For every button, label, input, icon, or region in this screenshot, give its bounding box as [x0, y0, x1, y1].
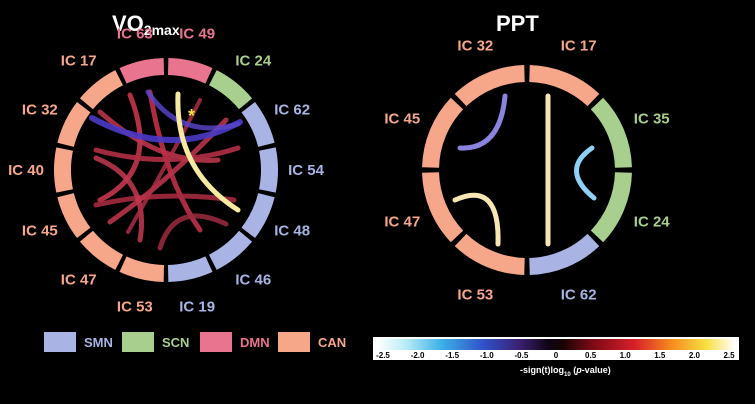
ring-segment — [209, 230, 253, 270]
ring-segment — [79, 70, 123, 110]
ring-segment — [241, 102, 275, 147]
colorbar-tick-label: 1.5 — [654, 351, 666, 360]
chord-dmn-5 — [93, 193, 237, 208]
ring-label: IC 49 — [179, 26, 215, 43]
ring-segment — [119, 58, 165, 84]
right-title: PPT — [496, 11, 539, 36]
ring-label: IC 54 — [288, 162, 325, 179]
ring-label: IC 62 — [561, 287, 597, 304]
ring-segment — [241, 193, 275, 238]
ring-label: IC 17 — [61, 53, 97, 70]
right-chords — [452, 93, 597, 247]
colorbar-tick-label: -2.5 — [376, 351, 390, 360]
chord-dmn-2 — [97, 92, 143, 203]
ring-segment — [529, 65, 600, 107]
ring-segment — [54, 147, 73, 193]
ring-label: IC 53 — [117, 298, 153, 315]
ring-label: IC 17 — [561, 37, 597, 54]
chord-dmn-7 — [93, 155, 145, 243]
chord-smn-2 — [145, 89, 241, 131]
ring-segment — [79, 230, 123, 270]
chord-right-4 — [452, 192, 501, 247]
ring-label: IC 47 — [61, 271, 97, 288]
ring-label: IC 45 — [384, 110, 420, 127]
chord-sig — [175, 91, 241, 213]
chord-dmn-9 — [126, 98, 202, 234]
colorbar-tick-label: 0 — [554, 351, 559, 360]
ring-segment — [422, 172, 464, 243]
colorbar-tick-label: -0.5 — [515, 351, 529, 360]
colorbar-tick-label: -1.0 — [480, 351, 494, 360]
colorbar-tick-label: 1.0 — [620, 351, 632, 360]
ring-label: IC 19 — [179, 298, 215, 315]
ring-label: IC 63 — [117, 26, 153, 43]
colorbar-tick-label: 0.5 — [585, 351, 597, 360]
ring-segment — [529, 233, 600, 275]
ring-segment — [119, 256, 165, 282]
colorbar-label: -sign(t)log10 (p-value) — [520, 365, 611, 378]
colorbar-tick-label: 2.5 — [723, 351, 735, 360]
ring-label: IC 48 — [274, 223, 310, 240]
ring-segment — [57, 102, 91, 147]
colorbar: -2.5 -2.0 -1.5 -1.0 -0.5 0 0.5 1.0 1.5 2.0 2.5 -si… — [373, 337, 739, 378]
chord-dmn-8 — [157, 213, 229, 251]
legend-swatch — [44, 332, 76, 352]
ring-segment — [454, 65, 525, 107]
significance-star: * — [188, 106, 195, 126]
chord-smn — [89, 115, 243, 144]
legend-swatch — [278, 332, 310, 352]
chord-right-3 — [574, 145, 597, 201]
ring-segment — [590, 97, 632, 168]
ring-label: IC 45 — [22, 223, 58, 240]
legend-label: DMN — [240, 335, 270, 350]
ring-label: IC 53 — [457, 287, 493, 304]
ring-label: IC 40 — [8, 162, 44, 179]
ring-label: IC 47 — [384, 214, 420, 231]
ring-label: IC 24 — [235, 53, 272, 70]
left-ring-labels: IC 63 IC 49 IC 24 IC 62 IC 54 IC 48 IC 46 IC 19… — [8, 26, 325, 316]
ring-label: IC 32 — [457, 37, 493, 54]
ring-segment — [167, 58, 213, 84]
ring-segment — [57, 193, 91, 238]
legend-swatch — [122, 332, 154, 352]
ring-label: IC 46 — [235, 271, 271, 288]
right-ring — [422, 65, 632, 275]
ring-segment — [209, 70, 253, 110]
ring-segment — [422, 97, 464, 168]
ring-label: IC 24 — [634, 214, 671, 231]
colorbar-ticks: -2.5 -2.0 -1.5 -1.0 -0.5 0 0.5 1.0 1.5 2.0 2.5 — [376, 351, 735, 360]
left-title: VO2max — [112, 11, 180, 38]
legend-label: CAN — [318, 335, 346, 350]
left-ring — [54, 58, 279, 282]
legend-swatch — [200, 332, 232, 352]
ring-label: IC 32 — [22, 101, 58, 118]
ring-label: IC 62 — [274, 101, 310, 118]
colorbar-gradient — [377, 339, 735, 350]
colorbar-tick-label: -2.0 — [411, 351, 425, 360]
colorbar-tick-label: -1.5 — [445, 351, 459, 360]
ring-segment — [590, 172, 632, 243]
chord-right-1 — [457, 93, 508, 151]
ring-label: IC 35 — [634, 110, 670, 127]
left-chords — [89, 89, 243, 251]
colorbar-tick-label: 2.0 — [689, 351, 701, 360]
ring-segment — [454, 233, 525, 275]
network-legend: SMN SCN DMN CAN — [44, 332, 346, 352]
legend-label: SCN — [162, 335, 189, 350]
chord-dmn-1 — [97, 109, 221, 163]
ring-segment — [259, 147, 279, 193]
legend-label: SMN — [84, 335, 113, 350]
ring-segment — [167, 256, 213, 282]
right-ring-labels: IC 32 IC 17 IC 35 IC 24 IC 62 IC 53 IC 47 IC 45 — [384, 37, 670, 303]
